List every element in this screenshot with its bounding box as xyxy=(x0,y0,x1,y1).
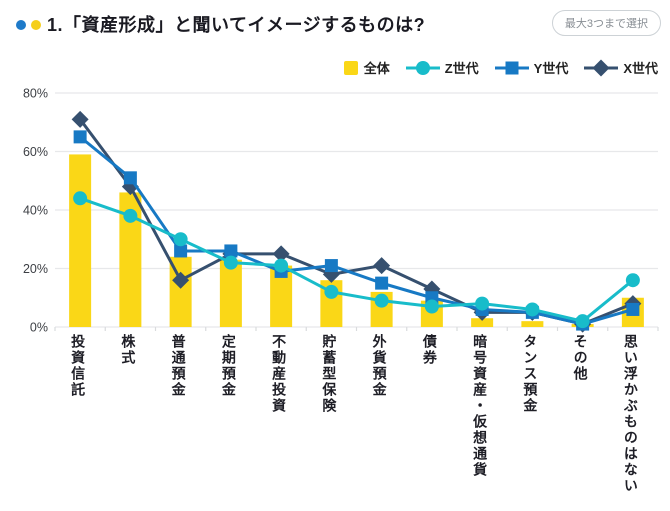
chart: 0% 20% 40% 60% 80% xyxy=(23,87,659,335)
series-Z世代 xyxy=(73,191,640,329)
series-marker-債券 xyxy=(424,299,439,314)
bar-普通預金 xyxy=(169,256,192,327)
bar-不動産投資 xyxy=(270,265,293,327)
y-tick-label: 60% xyxy=(23,145,48,159)
series-marker-普通預金 xyxy=(173,232,188,247)
series-line xyxy=(79,135,634,326)
series-marker-その他 xyxy=(575,314,590,329)
bar-タンス預金 xyxy=(521,321,544,327)
series-marker-不動産投資 xyxy=(272,245,290,263)
series-X世代 xyxy=(71,110,642,333)
y-tick-label: 80% xyxy=(23,87,48,101)
y-tick-label: 0% xyxy=(30,321,48,335)
series-marker-株式 xyxy=(123,171,137,185)
legend-marker xyxy=(592,59,610,76)
series-line xyxy=(78,118,634,326)
title-bullet-blue-icon xyxy=(16,20,26,30)
legend-item-Y世代: Y世代 xyxy=(494,58,569,77)
legend-marker-icon xyxy=(494,61,529,74)
chart-legend: 全体 Z世代 Y世代 X世代 xyxy=(343,58,658,77)
legend-label: 全体 xyxy=(363,61,390,76)
series-marker-思い浮かぶものはない xyxy=(625,273,640,288)
legend-swatch xyxy=(343,60,358,75)
bar-暗号資産・仮想通貨 xyxy=(471,318,494,327)
legend-label: Y世代 xyxy=(533,61,569,76)
series-marker-定期預金 xyxy=(223,255,238,270)
series-marker-外貨預金 xyxy=(375,276,389,290)
series-marker-投資信託 xyxy=(73,130,87,144)
legend-marker-icon xyxy=(584,59,619,76)
bar-株式 xyxy=(119,192,142,327)
series-marker-貯蓄型保険 xyxy=(324,259,338,273)
series-marker-定期預金 xyxy=(224,244,238,258)
legend-label: X世代 xyxy=(623,61,658,76)
series-marker-貯蓄型保険 xyxy=(324,284,339,299)
series-marker-普通預金 xyxy=(174,244,188,258)
legend-marker xyxy=(415,60,430,75)
legend-item-Z世代: Z世代 xyxy=(405,58,479,77)
series-marker-不動産投資 xyxy=(274,258,289,273)
chart-header: 1.「資産形成」と聞いてイメージするものは? 最大3つまで選択 xyxy=(0,0,670,48)
legend-item-全体: 全体 xyxy=(343,58,390,77)
series-marker-タンス預金 xyxy=(525,302,540,317)
legend-marker-icon xyxy=(405,60,440,75)
series-marker-思い浮かぶものはない xyxy=(626,302,640,316)
legend-marker xyxy=(505,61,519,74)
bar-投資信託 xyxy=(69,154,92,327)
legend-marker-icon xyxy=(343,60,358,75)
series-marker-外貨預金 xyxy=(374,293,389,308)
series-marker-投資信託 xyxy=(73,191,88,206)
title-bullet-yellow-icon xyxy=(31,20,41,30)
y-tick-label: 20% xyxy=(23,262,48,276)
bar-定期預金 xyxy=(219,259,242,327)
series-marker-投資信託 xyxy=(71,110,89,128)
y-tick-label: 40% xyxy=(23,204,48,218)
legend-item-X世代: X世代 xyxy=(584,58,658,77)
page-title: 1.「資産形成」と聞いてイメージするものは? xyxy=(47,15,426,35)
series-line xyxy=(79,196,634,323)
series-marker-暗号資産・仮想通貨 xyxy=(475,296,490,311)
series-marker-外貨預金 xyxy=(373,257,391,275)
selection-limit-badge: 最大3つまで選択 xyxy=(551,10,661,36)
series-marker-株式 xyxy=(123,208,138,223)
legend-label: Z世代 xyxy=(444,61,479,76)
series-marker-普通預金 xyxy=(172,271,190,289)
